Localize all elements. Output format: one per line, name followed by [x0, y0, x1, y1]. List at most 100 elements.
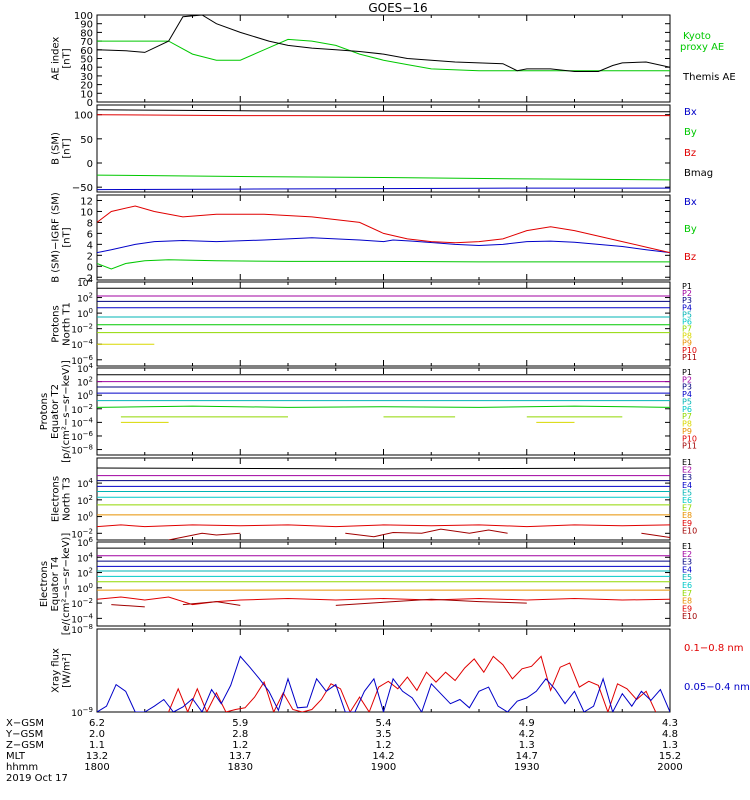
y-tick-label: 10−6 — [71, 354, 93, 367]
y-tick-label: 2 — [87, 251, 93, 262]
y-tick-label: 30 — [80, 72, 93, 83]
legend-label: E10 — [682, 612, 697, 621]
legend-label: E5 — [682, 488, 692, 497]
y-axis-label: [nT] — [62, 48, 73, 68]
y-tick-label: 104 — [77, 477, 93, 490]
orbit-value: 6.2 — [89, 718, 105, 729]
legend-label: Bz — [684, 252, 696, 263]
y-tick-mantissa: 10 — [77, 514, 89, 524]
y-tick-mantissa: 10 — [71, 357, 83, 367]
y-tick-label: 102 — [77, 292, 93, 305]
y-axis-label: [nT] — [62, 227, 73, 247]
series-line — [97, 38, 670, 72]
orbit-value: 15.2 — [659, 751, 681, 762]
series-line — [168, 532, 241, 540]
date-label: 2019 Oct 17 — [6, 773, 68, 784]
y-tick-label: 0 — [87, 262, 93, 273]
y-tick-mantissa: 10 — [77, 497, 89, 507]
legend-label: P10 — [682, 434, 697, 443]
y-axis-label: Protons — [51, 305, 62, 342]
y-tick-exponent: −8 — [83, 444, 93, 452]
y-axis-label: [W/m²] — [62, 653, 73, 688]
y-tick-exponent: −9 — [83, 706, 93, 714]
series-line — [111, 604, 145, 608]
series-line — [97, 467, 670, 470]
y-tick-label: 100 — [77, 582, 93, 595]
orbit-value: 14.2 — [372, 751, 394, 762]
y-tick-mantissa: 10 — [77, 554, 89, 564]
y-tick-label: 10 — [80, 207, 93, 218]
orbit-value: 13.2 — [86, 751, 108, 762]
series-line — [641, 532, 670, 538]
series-line — [97, 405, 670, 408]
legend-label: P2 — [682, 289, 692, 298]
y-tick-exponent: 2 — [89, 292, 93, 300]
legend-label: P7 — [682, 412, 692, 421]
series-line — [97, 596, 670, 606]
y-axis-label: Equator T4 — [50, 557, 61, 612]
y-tick-exponent: −6 — [83, 430, 94, 438]
orbit-row-label: Y−GSM — [5, 729, 43, 740]
orbit-value: 2.0 — [89, 729, 105, 740]
y-tick-label: 106 — [77, 536, 93, 549]
orbit-value: 4.9 — [519, 718, 535, 729]
y-axis-label: AE index — [51, 37, 62, 81]
y-tick-label: 50 — [80, 135, 93, 146]
y-tick-label: 10−4 — [71, 612, 93, 625]
y-tick-label: 100 — [74, 11, 93, 22]
series-line — [97, 109, 670, 113]
y-tick-mantissa: 10 — [71, 600, 83, 610]
plot-title: GOES−16 — [368, 1, 427, 15]
legend-label: P4 — [682, 390, 692, 399]
legend-label: 0.1−0.8 nm — [684, 643, 743, 654]
legend-label: Bx — [684, 197, 697, 208]
y-tick-label: 10−8 — [71, 444, 93, 457]
series-line — [97, 187, 670, 191]
series-line — [168, 655, 657, 712]
series-group — [97, 655, 670, 712]
legend-label: P8 — [682, 332, 692, 341]
orbit-value: 13.7 — [229, 751, 251, 762]
y-tick-label: 10−6 — [71, 430, 93, 443]
orbit-row-label: Z−GSM — [6, 740, 44, 751]
legend-label: By — [684, 127, 697, 138]
y-axis-label: Electrons — [51, 476, 62, 522]
orbit-value: 3.5 — [376, 729, 392, 740]
y-tick-exponent: −4 — [83, 416, 94, 424]
y-tick-mantissa: 10 — [77, 379, 89, 389]
legend-label: E5 — [682, 573, 692, 582]
y-tick-label: 10−8 — [71, 623, 93, 636]
y-tick-label: 12 — [80, 196, 93, 207]
legend-label: P5 — [682, 310, 692, 319]
legend-label: E7 — [682, 589, 692, 598]
y-axis-label: Electrons — [39, 561, 50, 607]
y-tick-label: 90 — [80, 20, 93, 31]
y-tick-mantissa: 10 — [77, 392, 89, 402]
orbit-value: 1.3 — [662, 740, 678, 751]
orbit-value: 1930 — [514, 762, 539, 773]
series-group — [97, 15, 670, 72]
legend-label: E8 — [682, 511, 692, 520]
legend-label: P1 — [682, 368, 692, 377]
y-tick-label: 80 — [80, 28, 93, 39]
y-axis-label: [e/(cm²−s−sr−keV)] — [61, 533, 72, 636]
legend-label: E4 — [682, 481, 692, 490]
series-group — [97, 287, 670, 345]
orbit-table: X−GSM 6.2 5.9 5.4 4.9 4.3 Y−GSM 2.0 2.8 3.5 4.2 4.8… — [5, 718, 683, 784]
y-tick-exponent: −2 — [83, 597, 93, 605]
orbit-value: 4.8 — [662, 729, 678, 740]
y-tick-exponent: −2 — [83, 403, 93, 411]
y-axis-label: Xray flux — [51, 648, 62, 693]
legend-label: E1 — [682, 458, 692, 467]
series-line — [97, 655, 670, 712]
legend-label: E7 — [682, 504, 692, 513]
orbit-row-label: X−GSM — [6, 718, 44, 729]
legend-label: E9 — [682, 519, 692, 528]
y-tick-exponent: 2 — [89, 494, 93, 502]
y-tick-exponent: −4 — [83, 338, 94, 346]
series-group — [97, 547, 670, 608]
y-tick-exponent: 2 — [89, 376, 93, 384]
